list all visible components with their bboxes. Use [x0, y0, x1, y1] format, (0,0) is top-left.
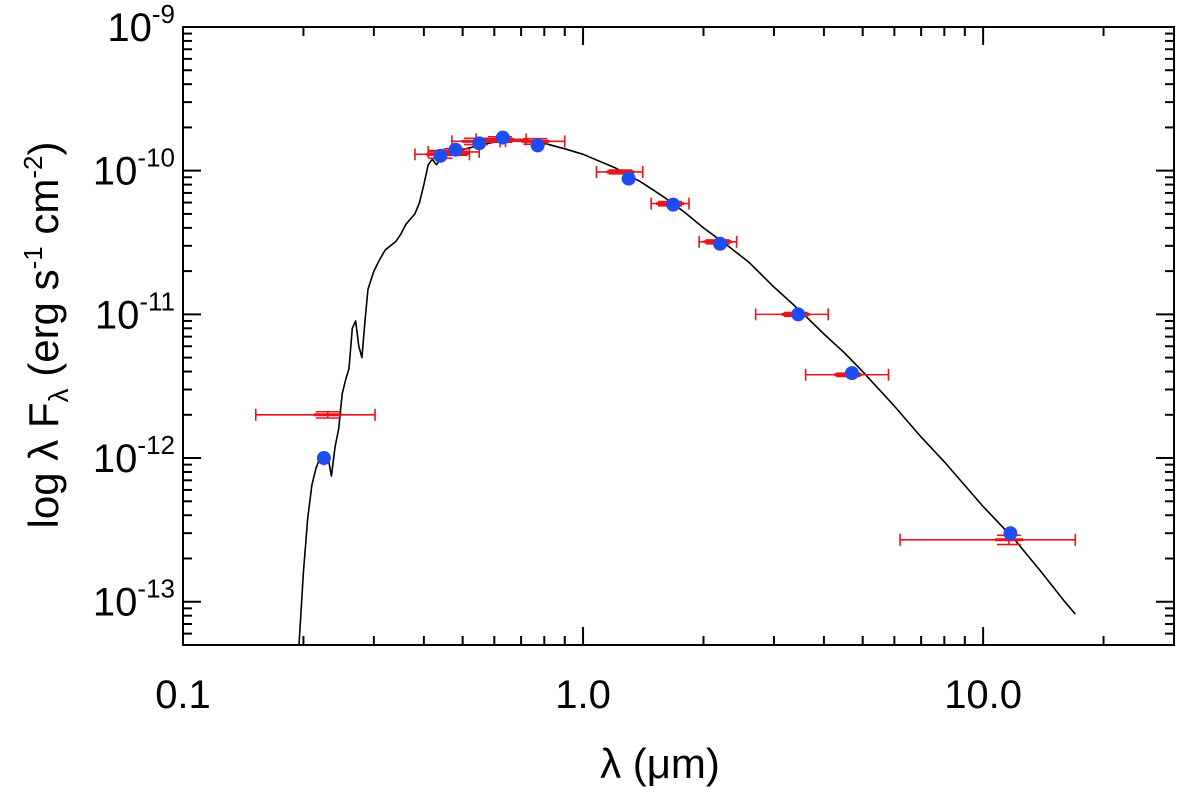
- synthetic-point: [495, 130, 510, 145]
- y-tick-mantissa: 10: [107, 6, 152, 50]
- model-spectrum-layer: [298, 138, 1076, 645]
- y-tick-exponent: -12: [137, 430, 175, 460]
- y-axis-label: log λ Fλ (erg s-1 cm-2): [18, 142, 74, 529]
- synthetic-point: [448, 142, 463, 157]
- synthetic-point: [666, 197, 681, 212]
- synthetic-point: [844, 366, 859, 381]
- synthetic-point: [621, 171, 636, 186]
- y-tick-label: 10-9: [107, 0, 175, 50]
- y-tick-mantissa: 10: [95, 293, 140, 337]
- y-tick-mantissa: 10: [93, 437, 138, 481]
- y-label-units-mid: cm: [20, 179, 67, 247]
- y-tick-label: 10-12: [93, 430, 175, 481]
- observed-points-layer: [254, 133, 1077, 546]
- x-axis-label: λ (μm): [600, 740, 720, 787]
- y-tick-exponent: -10: [137, 143, 175, 173]
- y-label-subscript: λ: [43, 388, 74, 402]
- y-tick-exponent: -13: [137, 574, 175, 604]
- x-tick-label: 10.0: [944, 673, 1022, 717]
- y-tick-exponent: -9: [152, 0, 175, 29]
- y-tick-label: 10-13: [93, 574, 175, 625]
- synthetic-point: [791, 307, 806, 322]
- y-tick-exponent: -11: [139, 286, 175, 316]
- y-tick-mantissa: 10: [93, 581, 138, 625]
- observed-point: [899, 533, 1077, 546]
- x-tick-labels: 0.1 1.0 10.0: [155, 673, 1022, 717]
- observed-point: [254, 408, 376, 421]
- y-tick-label: 10-11: [95, 286, 175, 337]
- synthetic-points-layer: [316, 130, 1018, 541]
- x-tick-label: 0.1: [155, 673, 211, 717]
- synthetic-point: [433, 148, 448, 163]
- y-label-prefix: log λ F: [20, 402, 67, 528]
- y-tick-mantissa: 10: [93, 150, 138, 194]
- model-spectrum-line: [298, 138, 1076, 645]
- synthetic-point: [530, 138, 545, 153]
- y-label-units-open: (erg s: [20, 269, 67, 388]
- y-label-cm-exponent: -2: [18, 156, 48, 179]
- x-tick-label: 1.0: [555, 673, 611, 717]
- y-tick-label: 10-10: [93, 143, 175, 194]
- synthetic-point: [1003, 526, 1018, 541]
- axis-ticks: [182, 26, 1175, 646]
- synthetic-point: [472, 136, 487, 151]
- plot-frame: [182, 26, 1175, 646]
- synthetic-point: [713, 236, 728, 251]
- synthetic-point: [316, 451, 331, 466]
- y-label-s-exponent: -1: [18, 246, 48, 269]
- observed-point: [595, 165, 644, 178]
- y-label-units-close: ): [20, 142, 67, 156]
